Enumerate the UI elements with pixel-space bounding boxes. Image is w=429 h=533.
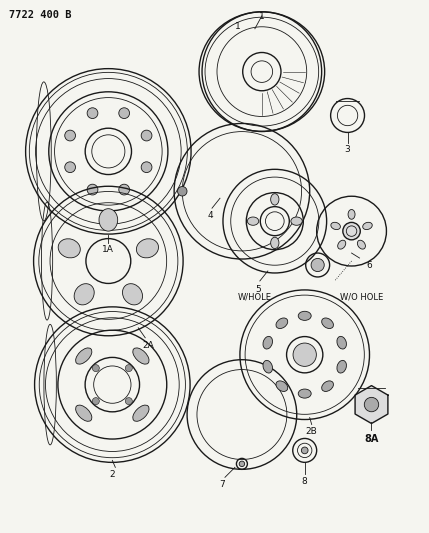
Circle shape — [92, 398, 100, 405]
Circle shape — [293, 343, 316, 366]
Circle shape — [125, 365, 132, 372]
Circle shape — [364, 398, 379, 412]
Text: 5: 5 — [255, 285, 261, 294]
Text: 7722 400 B: 7722 400 B — [9, 10, 71, 20]
Circle shape — [239, 461, 245, 466]
Ellipse shape — [133, 405, 149, 421]
Ellipse shape — [363, 222, 372, 230]
Circle shape — [141, 162, 152, 173]
Circle shape — [141, 130, 152, 141]
Circle shape — [178, 187, 187, 196]
Text: 4: 4 — [207, 211, 213, 220]
Text: W/O HOLE: W/O HOLE — [340, 293, 383, 302]
Text: 2: 2 — [109, 470, 115, 479]
Text: W/HOLE: W/HOLE — [238, 293, 272, 302]
Ellipse shape — [338, 240, 346, 249]
Text: 2B: 2B — [306, 427, 317, 437]
Circle shape — [311, 259, 324, 272]
Ellipse shape — [322, 318, 333, 328]
Ellipse shape — [298, 311, 311, 320]
Ellipse shape — [123, 284, 142, 305]
Ellipse shape — [76, 405, 92, 421]
Ellipse shape — [298, 389, 311, 398]
Circle shape — [65, 130, 76, 141]
Text: 6: 6 — [367, 261, 372, 270]
Ellipse shape — [76, 348, 92, 364]
Ellipse shape — [99, 209, 118, 231]
Ellipse shape — [348, 209, 355, 219]
Text: 1A: 1A — [103, 245, 114, 254]
Circle shape — [301, 447, 308, 454]
Ellipse shape — [276, 381, 288, 391]
Ellipse shape — [357, 240, 366, 249]
Text: 8: 8 — [302, 478, 308, 486]
Ellipse shape — [337, 360, 347, 373]
Ellipse shape — [291, 217, 302, 225]
Circle shape — [119, 184, 130, 195]
Circle shape — [125, 398, 132, 405]
Ellipse shape — [276, 318, 288, 328]
Ellipse shape — [74, 284, 94, 305]
Circle shape — [343, 222, 360, 240]
Ellipse shape — [337, 336, 347, 349]
Circle shape — [119, 108, 130, 118]
Text: 1: 1 — [259, 12, 265, 21]
Circle shape — [92, 365, 100, 372]
Ellipse shape — [248, 217, 259, 225]
Ellipse shape — [263, 360, 272, 373]
Ellipse shape — [58, 239, 80, 258]
Polygon shape — [355, 385, 388, 424]
Ellipse shape — [136, 239, 158, 258]
Text: 7: 7 — [219, 480, 225, 489]
Text: 1: 1 — [235, 22, 241, 31]
Ellipse shape — [322, 381, 333, 391]
Ellipse shape — [271, 193, 279, 205]
Circle shape — [65, 162, 76, 173]
Ellipse shape — [271, 237, 279, 248]
Ellipse shape — [331, 222, 340, 230]
Text: 3: 3 — [344, 146, 350, 155]
Ellipse shape — [133, 348, 149, 364]
Text: 2A: 2A — [142, 341, 154, 350]
Circle shape — [87, 108, 98, 118]
Ellipse shape — [263, 336, 272, 349]
Text: 8A: 8A — [364, 434, 379, 445]
Circle shape — [87, 184, 98, 195]
